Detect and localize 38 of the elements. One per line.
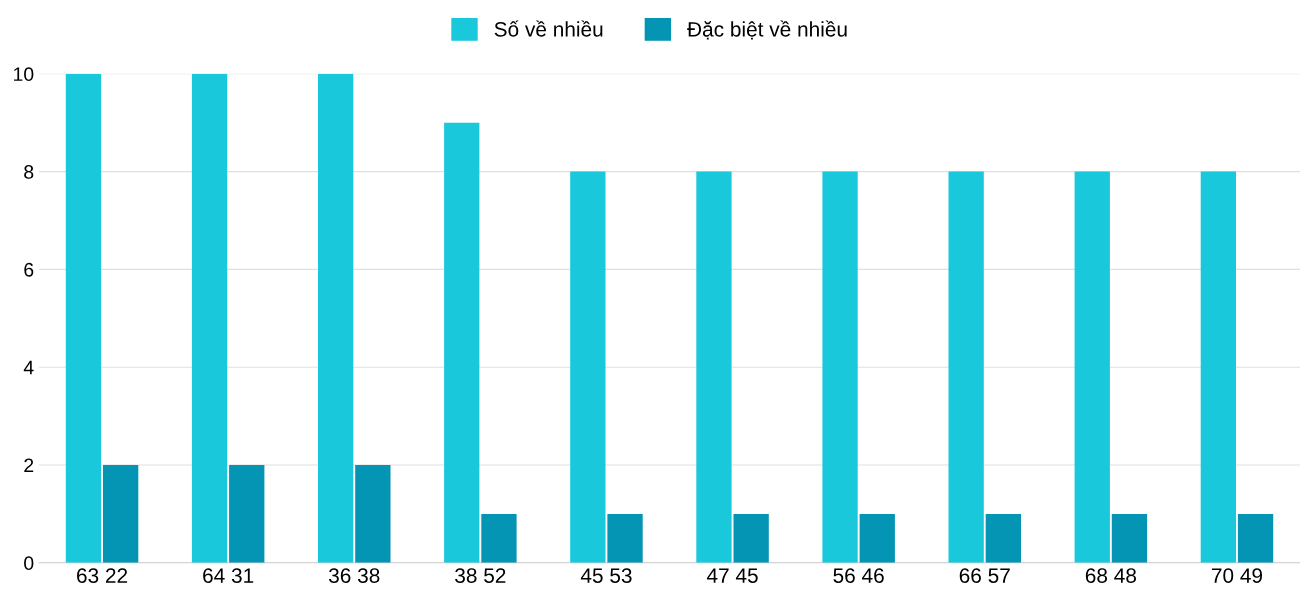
x-tick-label: 45 53 [580, 568, 632, 583]
bar [733, 513, 769, 563]
legend-label: Số về nhiều [494, 20, 603, 37]
bar [1237, 513, 1274, 563]
y-tick-label: 0 [24, 556, 34, 571]
bar [696, 171, 732, 563]
bar [859, 513, 895, 563]
x-tick-label: 47 45 [706, 568, 758, 583]
bar [229, 465, 265, 563]
bar [985, 513, 1021, 563]
legend-label: Đặc biệt về nhiều [687, 20, 847, 40]
bar [318, 73, 354, 563]
bar [191, 73, 228, 563]
bar [948, 171, 984, 563]
x-tick-label: 36 38 [328, 568, 380, 583]
y-tick-label: 4 [23, 360, 34, 375]
x-tick-label: 64 31 [203, 568, 254, 583]
bar [570, 171, 606, 563]
bar [822, 171, 858, 563]
bar [1074, 171, 1110, 563]
bar [65, 73, 102, 563]
y-tick-label: 2 [24, 458, 34, 473]
bar [103, 465, 139, 563]
y-tick-label: 6 [24, 262, 34, 277]
bar [481, 513, 517, 563]
bar [1111, 513, 1148, 563]
bar [444, 122, 480, 563]
x-tick-label: 63 22 [77, 568, 128, 583]
x-tick-label: 56 46 [833, 568, 884, 583]
x-tick-label: 68 48 [1085, 568, 1137, 583]
y-tick-label: 10 [14, 67, 34, 82]
bar [1200, 171, 1236, 563]
x-tick-label: 38 52 [455, 568, 506, 583]
x-tick-label: 66 57 [959, 568, 1010, 583]
bar [355, 465, 391, 563]
x-tick-label: 70 49 [1211, 568, 1263, 583]
y-tick-label: 8 [24, 165, 34, 179]
bar [607, 513, 643, 563]
